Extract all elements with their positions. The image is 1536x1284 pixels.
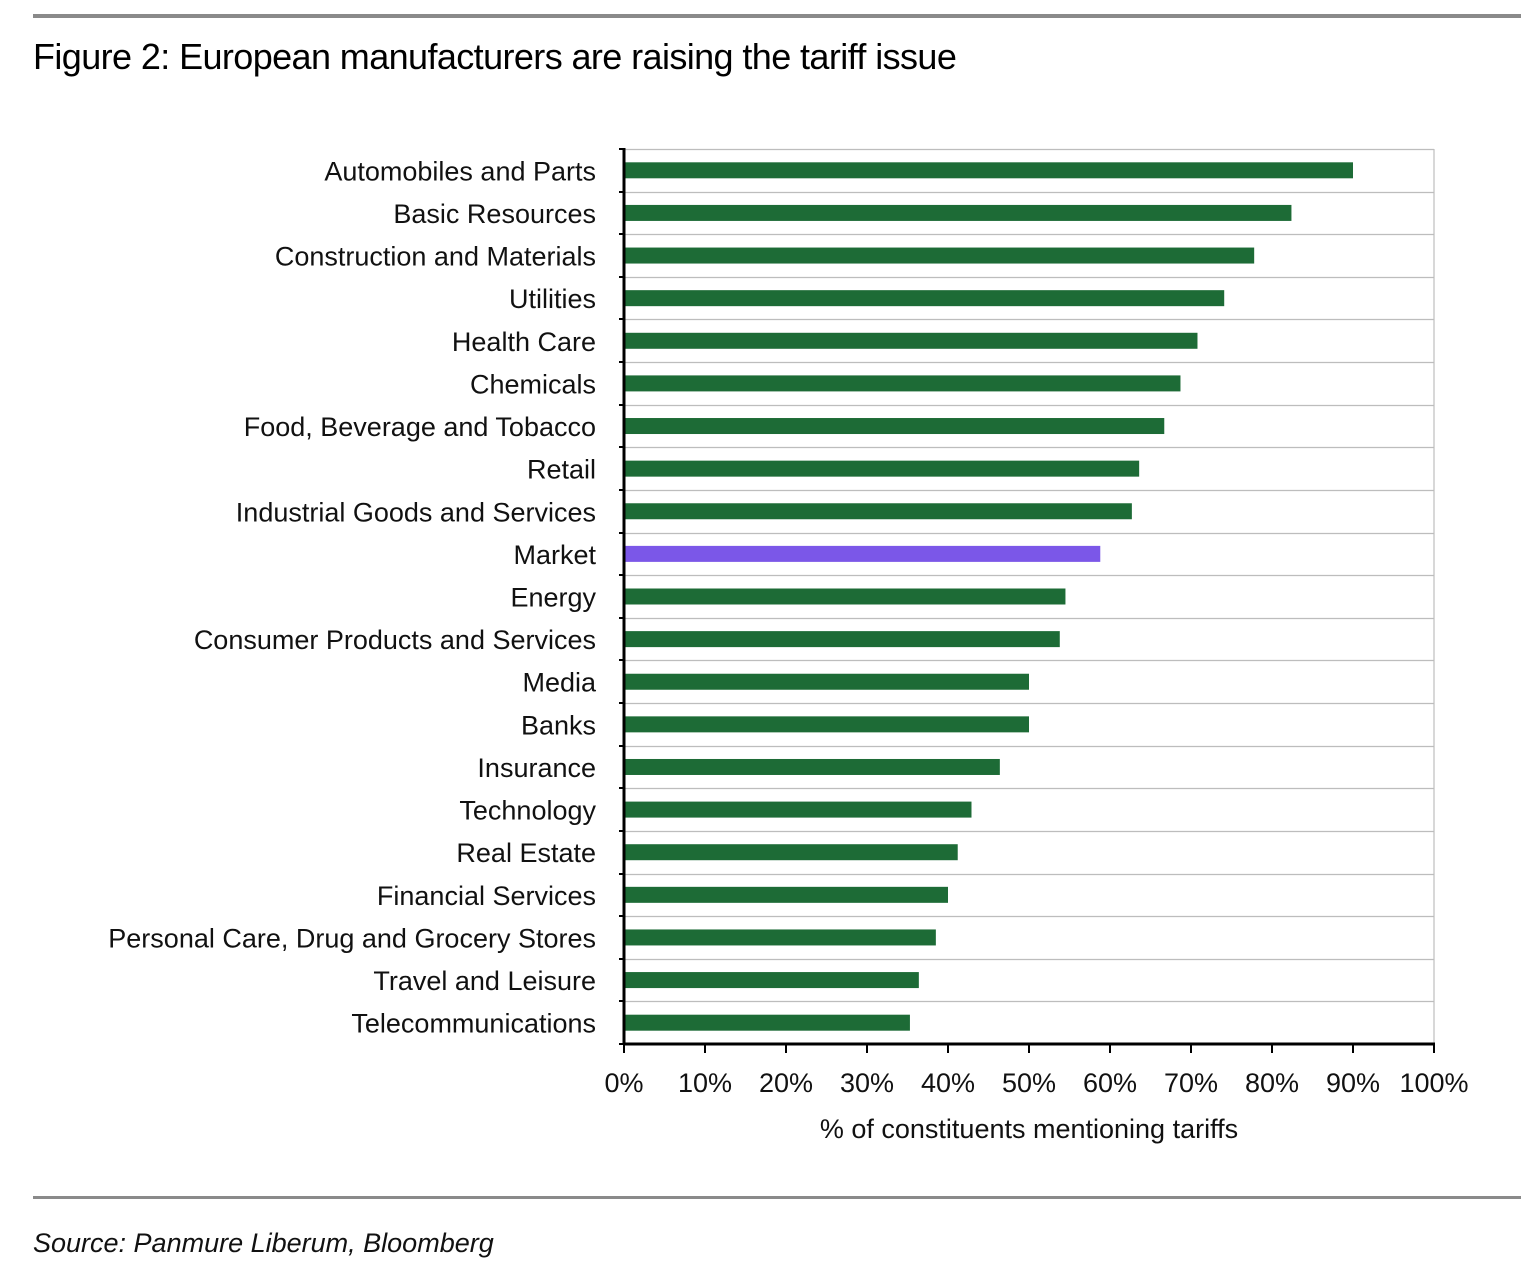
bar bbox=[624, 929, 936, 946]
bar bbox=[624, 204, 1292, 221]
bar bbox=[624, 673, 1029, 690]
category-label: Telecommunications bbox=[351, 1009, 596, 1039]
bars bbox=[624, 162, 1353, 1031]
category-label: Construction and Materials bbox=[275, 242, 596, 272]
category-label: Health Care bbox=[452, 327, 596, 357]
x-tick-label: 20% bbox=[759, 1068, 813, 1098]
category-label: Consumer Products and Services bbox=[194, 625, 596, 655]
category-label: Banks bbox=[521, 710, 596, 740]
bar bbox=[624, 631, 1060, 648]
bar bbox=[624, 503, 1132, 520]
bar bbox=[624, 247, 1255, 264]
bar bbox=[624, 886, 948, 903]
category-label: Real Estate bbox=[456, 838, 596, 868]
x-tick-label: 50% bbox=[1002, 1068, 1056, 1098]
bar bbox=[624, 162, 1353, 179]
x-axis-title: % of constituents mentioning tariffs bbox=[820, 1114, 1238, 1144]
x-tick-label: 0% bbox=[604, 1068, 643, 1098]
category-label: Automobiles and Parts bbox=[324, 156, 596, 186]
category-label: Technology bbox=[459, 796, 596, 826]
category-label: Retail bbox=[527, 455, 596, 485]
x-tick-label: 60% bbox=[1083, 1068, 1137, 1098]
bar bbox=[624, 418, 1165, 435]
x-tick-label: 40% bbox=[921, 1068, 975, 1098]
bar bbox=[624, 1014, 910, 1031]
category-label: Insurance bbox=[477, 753, 596, 783]
bar bbox=[624, 588, 1066, 605]
category-label: Food, Beverage and Tobacco bbox=[244, 412, 596, 442]
x-tick-labels: 0% 10% 20% 30% 40% 50% 60% 70% 80% 90% 100% bbox=[604, 1068, 1468, 1098]
bar bbox=[624, 844, 958, 861]
bar bbox=[624, 716, 1029, 733]
bar bbox=[624, 460, 1140, 477]
x-tick-label: 90% bbox=[1326, 1068, 1380, 1098]
x-tick-label: 30% bbox=[840, 1068, 894, 1098]
category-label: Media bbox=[522, 668, 597, 698]
bar-market-highlight bbox=[624, 545, 1101, 562]
category-label: Chemicals bbox=[470, 369, 596, 399]
category-label: Market bbox=[513, 540, 596, 570]
top-rule bbox=[33, 14, 1521, 18]
axes bbox=[619, 148, 1435, 1053]
bar bbox=[624, 290, 1225, 307]
category-label: Financial Services bbox=[377, 881, 596, 911]
category-label: Travel and Leisure bbox=[373, 966, 596, 996]
bar bbox=[624, 375, 1181, 392]
x-tick-label: 10% bbox=[678, 1068, 732, 1098]
source-note: Source: Panmure Liberum, Bloomberg bbox=[33, 1228, 494, 1258]
category-label: Basic Resources bbox=[393, 199, 596, 229]
bar bbox=[624, 801, 972, 818]
x-tick-label: 80% bbox=[1245, 1068, 1299, 1098]
category-labels: Automobiles and Parts Basic Resources Cons… bbox=[108, 156, 597, 1038]
bar bbox=[624, 758, 1000, 775]
category-label: Energy bbox=[510, 583, 596, 613]
bottom-rule bbox=[33, 1196, 1521, 1199]
x-tick-label: 70% bbox=[1164, 1068, 1218, 1098]
category-label: Utilities bbox=[509, 284, 596, 314]
category-label: Industrial Goods and Services bbox=[236, 497, 596, 527]
bar bbox=[624, 972, 919, 989]
gridlines bbox=[624, 148, 1435, 1044]
figure-title: Figure 2: European manufacturers are rai… bbox=[33, 36, 957, 77]
x-tick-label: 100% bbox=[1399, 1068, 1468, 1098]
bar bbox=[624, 332, 1198, 349]
category-label: Personal Care, Drug and Grocery Stores bbox=[108, 923, 596, 953]
